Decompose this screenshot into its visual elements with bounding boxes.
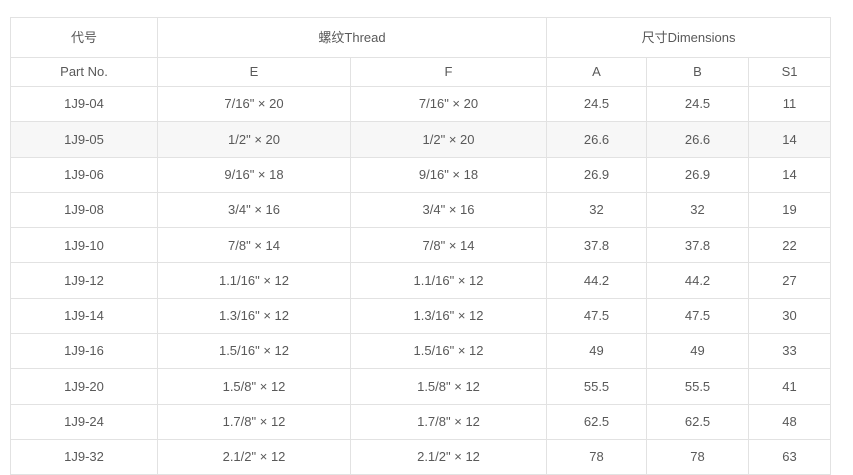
cell-dim-a: 26.6 <box>546 121 648 158</box>
cell-dim-b: 55.5 <box>646 368 750 405</box>
cell-part-no: 1J9-08 <box>10 191 158 229</box>
header-part-no-cn: 代号 <box>10 17 158 58</box>
table-row[interactable]: 1J9-14 1.3/16" × 12 1.3/16" × 12 47.5 47.5 30 <box>10 297 832 335</box>
table-row[interactable]: 1J9-24 1.7/8" × 12 1.7/8" × 12 62.5 62.5 48 <box>10 403 832 440</box>
cell-dim-a: 47.5 <box>546 297 648 335</box>
header-group-dimensions: 尺寸Dimensions <box>546 17 832 58</box>
cell-dim-s1: 22 <box>748 227 832 264</box>
cell-dim-a: 78 <box>546 438 648 475</box>
cell-dim-b: 26.6 <box>646 121 750 158</box>
cell-part-no: 1J9-32 <box>10 438 158 475</box>
cell-thread-f: 1.5/16" × 12 <box>349 333 548 370</box>
cell-dim-b: 26.9 <box>646 156 750 193</box>
cell-dim-b: 44.2 <box>646 262 750 299</box>
cell-thread-f: 2.1/2" × 12 <box>349 438 548 475</box>
header-col-f: F <box>349 57 548 87</box>
cell-thread-e: 2.1/2" × 12 <box>157 438 351 475</box>
cell-part-no: 1J9-14 <box>10 297 158 335</box>
cell-dim-s1: 27 <box>748 262 832 299</box>
cell-thread-f: 7/16" × 20 <box>349 85 548 123</box>
table-row[interactable]: 1J9-06 9/16" × 18 9/16" × 18 26.9 26.9 14 <box>10 156 832 193</box>
cell-part-no: 1J9-06 <box>10 156 158 193</box>
cell-thread-f: 1.1/16" × 12 <box>349 262 548 299</box>
cell-dim-s1: 30 <box>748 297 832 335</box>
cell-thread-f: 7/8" × 14 <box>349 227 548 264</box>
cell-thread-f: 9/16" × 18 <box>349 156 548 193</box>
cell-thread-e: 9/16" × 18 <box>157 156 351 193</box>
cell-thread-e: 1.5/16" × 12 <box>157 333 351 370</box>
cell-dim-s1: 63 <box>748 438 832 475</box>
cell-dim-a: 44.2 <box>546 262 648 299</box>
cell-dim-a: 32 <box>546 191 648 229</box>
cell-thread-e: 1.1/16" × 12 <box>157 262 351 299</box>
cell-dim-s1: 41 <box>748 368 832 405</box>
cell-thread-e: 1/2" × 20 <box>157 121 351 158</box>
cell-thread-f: 1.7/8" × 12 <box>349 403 548 440</box>
cell-thread-f: 3/4" × 16 <box>349 191 548 229</box>
cell-thread-e: 1.7/8" × 12 <box>157 403 351 440</box>
cell-thread-e: 7/16" × 20 <box>157 85 351 123</box>
cell-part-no: 1J9-12 <box>10 262 158 299</box>
cell-thread-f: 1.3/16" × 12 <box>349 297 548 335</box>
cell-thread-e: 1.5/8" × 12 <box>157 368 351 405</box>
table-row[interactable]: 1J9-08 3/4" × 16 3/4" × 16 32 32 19 <box>10 191 832 229</box>
header-group-thread: 螺纹Thread <box>156 17 548 58</box>
cell-part-no: 1J9-20 <box>10 368 158 405</box>
cell-dim-s1: 11 <box>748 85 832 123</box>
cell-part-no: 1J9-24 <box>10 403 158 440</box>
header-part-no-en: Part No. <box>10 57 158 87</box>
header-col-a: A <box>546 57 648 87</box>
cell-dim-s1: 48 <box>748 403 832 440</box>
table-header-row-sub: Part No. E F A B S1 <box>10 57 832 87</box>
header-col-s1: S1 <box>748 57 832 87</box>
cell-dim-s1: 19 <box>748 191 832 229</box>
table-body: 1J9-04 7/16" × 20 7/16" × 20 24.5 24.5 11 1J9-… <box>10 85 832 475</box>
cell-dim-s1: 14 <box>748 156 832 193</box>
cell-dim-a: 37.8 <box>546 227 648 264</box>
table-row[interactable]: 1J9-16 1.5/16" × 12 1.5/16" × 12 49 49 33 <box>10 333 832 370</box>
table-header-row-top: 代号 螺纹Thread 尺寸Dimensions <box>10 17 832 58</box>
table-row[interactable]: 1J9-10 7/8" × 14 7/8" × 14 37.8 37.8 22 <box>10 227 832 264</box>
cell-part-no: 1J9-04 <box>10 85 158 123</box>
cell-dim-b: 32 <box>646 191 750 229</box>
table-row[interactable]: 1J9-20 1.5/8" × 12 1.5/8" × 12 55.5 55.5 41 <box>10 368 832 405</box>
cell-thread-e: 3/4" × 16 <box>157 191 351 229</box>
cell-thread-f: 1/2" × 20 <box>349 121 548 158</box>
cell-dim-a: 26.9 <box>546 156 648 193</box>
cell-dim-b: 37.8 <box>646 227 750 264</box>
cell-dim-b: 78 <box>646 438 750 475</box>
cell-part-no: 1J9-10 <box>10 227 158 264</box>
cell-part-no: 1J9-16 <box>10 333 158 370</box>
cell-dim-a: 55.5 <box>546 368 648 405</box>
cell-dim-a: 24.5 <box>546 85 648 123</box>
table-row[interactable]: 1J9-04 7/16" × 20 7/16" × 20 24.5 24.5 11 <box>10 85 832 123</box>
header-col-b: B <box>646 57 750 87</box>
table-row[interactable]: 1J9-05 1/2" × 20 1/2" × 20 26.6 26.6 14 <box>10 121 832 158</box>
table-head: 代号 螺纹Thread 尺寸Dimensions Part No. E F A … <box>10 17 832 87</box>
cell-dim-b: 24.5 <box>646 85 750 123</box>
cell-dim-s1: 33 <box>748 333 832 370</box>
spec-table-container: 代号 螺纹Thread 尺寸Dimensions Part No. E F A … <box>10 17 832 475</box>
thread-dimensions-table: 代号 螺纹Thread 尺寸Dimensions Part No. E F A … <box>10 17 832 475</box>
cell-thread-f: 1.5/8" × 12 <box>349 368 548 405</box>
cell-dim-a: 62.5 <box>546 403 648 440</box>
header-col-e: E <box>157 57 351 87</box>
cell-dim-s1: 14 <box>748 121 832 158</box>
cell-thread-e: 7/8" × 14 <box>157 227 351 264</box>
cell-dim-b: 47.5 <box>646 297 750 335</box>
table-row[interactable]: 1J9-32 2.1/2" × 12 2.1/2" × 12 78 78 63 <box>10 438 832 475</box>
cell-part-no: 1J9-05 <box>10 121 158 158</box>
cell-dim-a: 49 <box>546 333 648 370</box>
cell-thread-e: 1.3/16" × 12 <box>157 297 351 335</box>
cell-dim-b: 62.5 <box>646 403 750 440</box>
cell-dim-b: 49 <box>646 333 750 370</box>
table-row[interactable]: 1J9-12 1.1/16" × 12 1.1/16" × 12 44.2 44.2 27 <box>10 262 832 299</box>
